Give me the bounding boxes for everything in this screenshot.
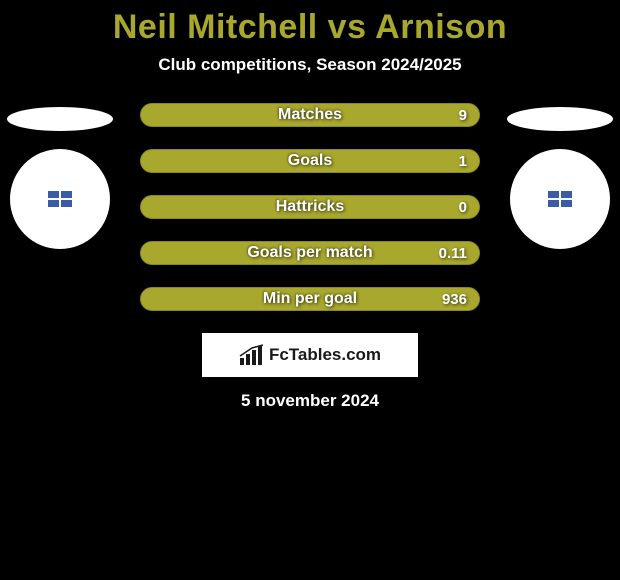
player-left-badge: [10, 149, 110, 249]
chart-icon: [239, 344, 265, 366]
flag-icon: [548, 191, 572, 207]
stat-label: Min per goal: [263, 290, 357, 308]
stat-label: Matches: [278, 106, 342, 124]
stat-label: Goals per match: [247, 244, 372, 262]
right-player-column: [500, 103, 620, 249]
stat-label: Hattricks: [276, 198, 344, 216]
subtitle: Club competitions, Season 2024/2025: [0, 55, 620, 75]
stat-value: 9: [459, 107, 467, 124]
stat-value: 1: [459, 153, 467, 170]
stat-row: Goals per match 0.11: [140, 241, 480, 265]
brand-text: FcTables.com: [269, 345, 381, 365]
stat-row: Goals 1: [140, 149, 480, 173]
stats-list: Matches 9 Goals 1 Hattricks 0 Goals per …: [140, 103, 480, 311]
player-right-badge: [510, 149, 610, 249]
date-text: 5 november 2024: [0, 391, 620, 411]
stat-value: 0.11: [439, 245, 467, 262]
content-area: Matches 9 Goals 1 Hattricks 0 Goals per …: [0, 103, 620, 411]
stat-row: Min per goal 936: [140, 287, 480, 311]
stat-value: 0: [459, 199, 467, 216]
stat-row: Hattricks 0: [140, 195, 480, 219]
left-player-column: [0, 103, 120, 249]
player-right-ellipse: [507, 107, 613, 131]
stat-row: Matches 9: [140, 103, 480, 127]
stat-value: 936: [442, 291, 467, 308]
page-title: Neil Mitchell vs Arnison: [0, 0, 620, 47]
flag-icon: [48, 191, 72, 207]
player-left-ellipse: [7, 107, 113, 131]
brand-badge: FcTables.com: [202, 333, 418, 377]
stat-label: Goals: [288, 152, 332, 170]
